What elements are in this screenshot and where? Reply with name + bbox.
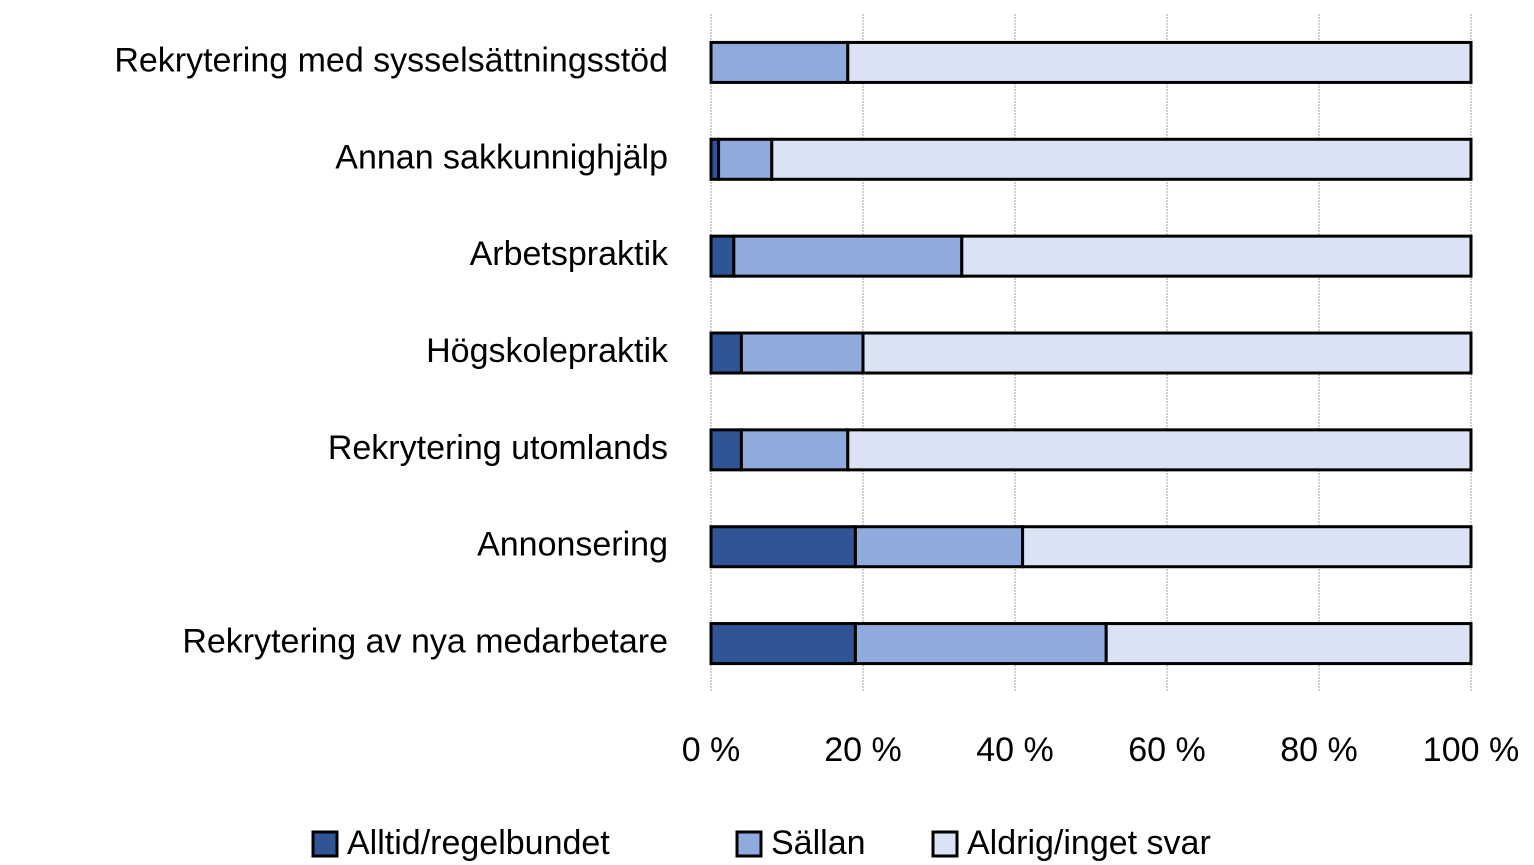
y-tick-label: Rekrytering utomlands	[328, 429, 668, 467]
legend-label: Sällan	[771, 824, 866, 862]
y-tick-label: Högskolepraktik	[426, 332, 669, 370]
bar-segment	[709, 40, 850, 84]
y-tick-label: Rekrytering med sysselsättningsstöd	[114, 41, 668, 79]
x-tick-label: 80 %	[1280, 731, 1358, 769]
bar-segment	[853, 525, 1025, 569]
bar-segment	[1104, 622, 1473, 666]
y-tick-label: Arbetspraktik	[470, 235, 669, 273]
bar-segment	[732, 234, 964, 278]
bar-segment	[846, 428, 1473, 472]
bar-segment	[739, 428, 850, 472]
x-tick-label: 100 %	[1423, 731, 1519, 769]
bar-segment	[717, 137, 774, 181]
x-tick-label: 20 %	[824, 731, 902, 769]
bar-segment	[709, 331, 743, 375]
legend-swatch	[931, 830, 959, 858]
legend-label: Alltid/regelbundet	[347, 824, 610, 862]
bar-segment	[709, 234, 736, 278]
bar-segment	[770, 137, 1473, 181]
legend-swatch	[735, 830, 763, 858]
bar-segment	[709, 525, 857, 569]
bar-segment	[739, 331, 865, 375]
bar-segment	[846, 40, 1473, 84]
legend-label: Aldrig/inget svar	[967, 824, 1211, 862]
x-tick-label: 0 %	[682, 731, 741, 769]
y-tick-label: Annan sakkunnighjälp	[335, 138, 668, 176]
bar-segment	[709, 428, 743, 472]
bar-segment	[1021, 525, 1473, 569]
bar-segment	[861, 331, 1473, 375]
x-tick-label: 60 %	[1128, 731, 1206, 769]
bar-segment	[960, 234, 1473, 278]
y-tick-label: Rekrytering av nya medarbetare	[182, 623, 668, 661]
x-tick-label: 40 %	[976, 731, 1054, 769]
y-tick-label: Annonsering	[477, 526, 668, 564]
legend-swatch	[311, 830, 339, 858]
bar-segment	[853, 622, 1108, 666]
bar-segment	[709, 622, 857, 666]
